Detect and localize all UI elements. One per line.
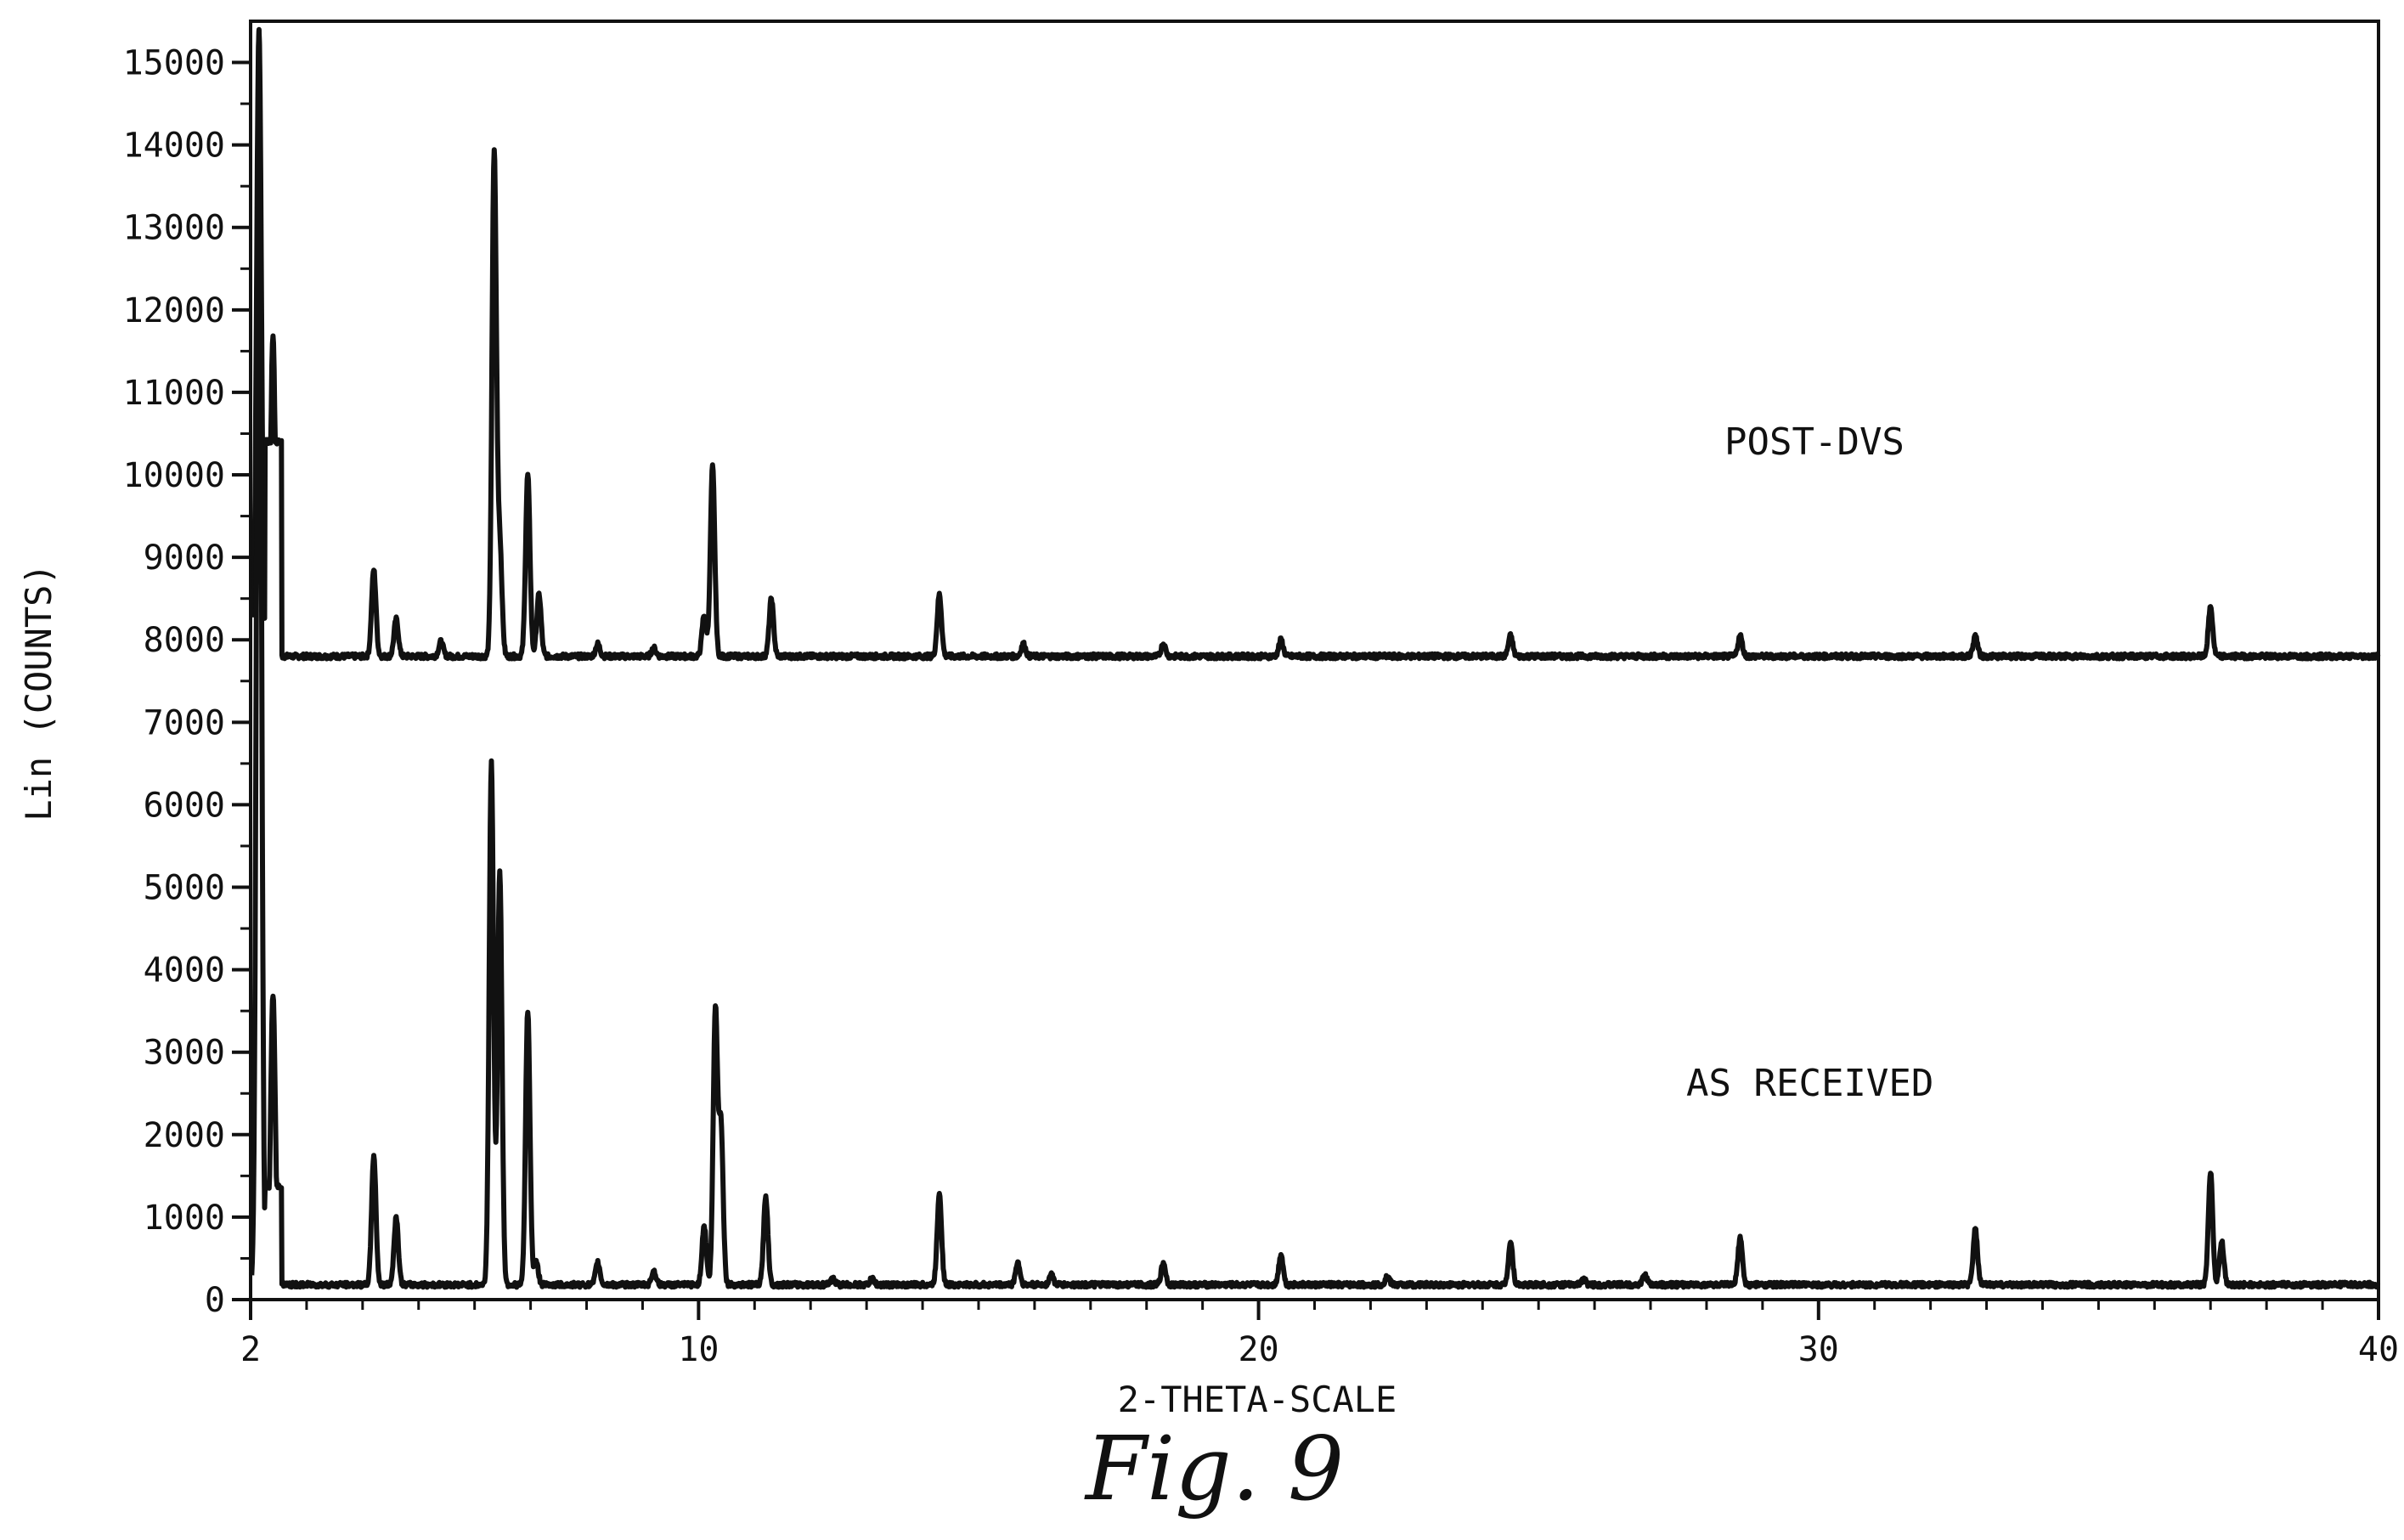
y-tick-label: 4000 (144, 951, 225, 990)
y-tick-label: 10000 (123, 456, 225, 495)
x-tick-label: 2 (240, 1330, 261, 1369)
y-tick-label: 2000 (144, 1116, 225, 1155)
y-tick-label: 1000 (144, 1199, 225, 1238)
x-tick-label: 30 (1798, 1330, 1839, 1369)
y-axis-label: Lin (COUNTS) (18, 563, 59, 821)
y-tick-label: 8000 (144, 621, 225, 660)
y-tick-label: 15000 (123, 44, 225, 83)
y-axis-ticks: 0 1000 2000 3000 4000 5000 6000 7000 8000 9000 100… (123, 44, 251, 1320)
y-tick-label: 5000 (144, 869, 225, 908)
y-tick-label: 13000 (123, 209, 225, 248)
y-tick-label: 11000 (123, 374, 225, 413)
series-label-as-received: AS RECEIVED (1686, 1062, 1933, 1105)
x-tick-label: 10 (678, 1330, 719, 1369)
y-tick-label: 14000 (123, 127, 225, 166)
y-tick-label: 0 (205, 1281, 225, 1320)
x-tick-label: 20 (1238, 1330, 1278, 1369)
series-label-post-dvs: POST-DVS (1724, 420, 1905, 464)
x-axis-ticks: 2 10 20 30 40 (240, 1300, 2399, 1369)
figure-caption: Fig. 9 (1084, 1417, 1344, 1520)
y-tick-label: 6000 (144, 786, 225, 825)
series-layer (249, 26, 2381, 1290)
x-tick-label: 40 (2358, 1330, 2399, 1369)
y-tick-label: 12000 (123, 291, 225, 330)
y-tick-label: 9000 (144, 539, 225, 578)
y-tick-label: 3000 (144, 1034, 225, 1073)
series-line-as-received (249, 26, 2381, 1290)
x-axis-label: 2-THETA-SCALE (1118, 1379, 1397, 1420)
series-line-post-dvs (251, 28, 2381, 662)
y-tick-label: 7000 (144, 703, 225, 742)
